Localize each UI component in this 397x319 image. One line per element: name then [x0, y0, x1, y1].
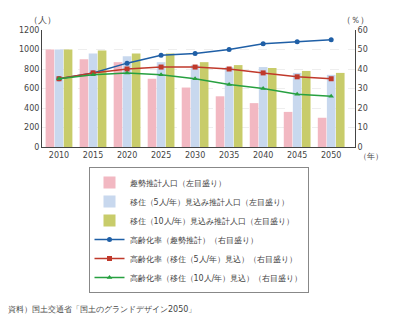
svg-text:20: 20 — [358, 104, 368, 113]
svg-text:2030: 2030 — [185, 151, 205, 160]
svg-text:0: 0 — [358, 143, 363, 152]
svg-text:2040: 2040 — [253, 151, 273, 160]
svg-text:10: 10 — [358, 123, 368, 132]
svg-text:50: 50 — [358, 45, 368, 54]
svg-text:800: 800 — [24, 65, 39, 74]
svg-text:200: 200 — [24, 123, 39, 132]
svg-text:2045: 2045 — [287, 151, 307, 160]
svg-text:2050: 2050 — [321, 151, 341, 160]
svg-text:2035: 2035 — [219, 151, 239, 160]
svg-text:移住（10人/年）見込み推計人口（左目盛り）: 移住（10人/年）見込み推計人口（左目盛り） — [130, 217, 295, 226]
svg-text:1200: 1200 — [19, 26, 39, 35]
svg-text:1000: 1000 — [19, 45, 39, 54]
svg-text:趣勢推計人口（左目盛り）: 趣勢推計人口（左目盛り） — [130, 179, 226, 188]
svg-text:高齢化率（移住（5人/年）見込）（右目盛り）: 高齢化率（移住（5人/年）見込）（右目盛り） — [130, 255, 298, 264]
svg-text:（年）: （年） — [359, 152, 383, 161]
svg-text:30: 30 — [358, 84, 368, 93]
svg-text:（％）: （％） — [342, 15, 369, 25]
svg-text:0: 0 — [34, 143, 39, 152]
svg-text:2025: 2025 — [151, 151, 171, 160]
svg-text:移住（5人/年）見込み推計人口（左目盛り）: 移住（5人/年）見込み推計人口（左目盛り） — [130, 198, 290, 207]
svg-text:（人）: （人） — [29, 15, 56, 25]
svg-text:高齢化率（趣勢推計）（右目盛り）: 高齢化率（趣勢推計）（右目盛り） — [130, 236, 258, 245]
svg-text:400: 400 — [24, 104, 39, 113]
svg-text:2010: 2010 — [49, 151, 69, 160]
svg-text:600: 600 — [24, 84, 39, 93]
svg-text:2015: 2015 — [83, 151, 103, 160]
svg-text:資料）国土交通省「国土のグランドデザイン2050」: 資料）国土交通省「国土のグランドデザイン2050」 — [8, 305, 196, 314]
svg-text:60: 60 — [358, 26, 368, 35]
svg-text:40: 40 — [358, 65, 368, 74]
svg-text:2020: 2020 — [117, 151, 137, 160]
svg-text:高齢化率（移住（10人/年）見込）（右目盛り）: 高齢化率（移住（10人/年）見込）（右目盛り） — [130, 274, 303, 283]
